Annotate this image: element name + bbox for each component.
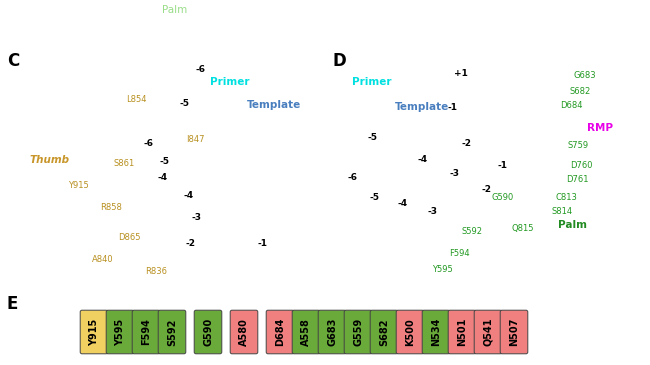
FancyBboxPatch shape [132,310,160,354]
Text: S861: S861 [113,158,135,168]
Text: A580: A580 [239,318,249,346]
FancyBboxPatch shape [370,310,398,354]
Text: Y595: Y595 [432,265,453,274]
Text: L854: L854 [126,95,146,104]
Text: Q541: Q541 [483,318,493,346]
Text: G590: G590 [492,193,514,203]
Text: D865: D865 [118,233,140,242]
Text: A558: A558 [301,318,311,346]
Text: S592: S592 [461,227,482,237]
Text: -5: -5 [370,193,380,203]
Text: -5: -5 [180,100,190,108]
Text: Q815: Q815 [511,223,534,233]
Text: -4: -4 [418,155,428,165]
Text: Template: Template [395,102,449,112]
Text: -1: -1 [257,239,267,249]
Text: Template: Template [247,100,301,110]
Text: R858: R858 [100,203,122,211]
Text: -2: -2 [462,138,472,147]
Text: D684: D684 [560,101,582,111]
Text: -5: -5 [160,158,170,166]
FancyBboxPatch shape [292,310,320,354]
Text: Y595: Y595 [115,318,125,346]
Text: N534: N534 [431,318,441,346]
Text: -3: -3 [192,212,202,222]
Text: D684: D684 [275,318,285,346]
FancyBboxPatch shape [422,310,450,354]
FancyBboxPatch shape [106,310,134,354]
Text: S682: S682 [379,318,389,346]
Text: S592: S592 [167,318,177,346]
Text: G559: G559 [353,318,363,346]
Text: RMP: RMP [587,123,613,133]
Text: -2: -2 [185,239,195,249]
Text: C: C [7,52,20,70]
FancyBboxPatch shape [318,310,346,354]
Text: S759: S759 [567,142,588,150]
Text: C813: C813 [556,192,578,201]
Text: I847: I847 [186,135,205,145]
FancyBboxPatch shape [500,310,528,354]
Text: F594: F594 [449,249,469,257]
Text: G683: G683 [574,72,597,81]
Text: -2: -2 [482,185,492,195]
Text: -3: -3 [427,207,437,215]
Text: Primer: Primer [352,77,391,87]
Text: -5: -5 [368,134,378,142]
Text: R836: R836 [145,268,167,277]
Text: D: D [333,52,346,70]
Text: A840: A840 [92,255,114,265]
Text: F594: F594 [141,319,151,345]
Text: Y915: Y915 [89,318,99,346]
Text: G683: G683 [327,318,337,346]
Text: S682: S682 [570,88,592,96]
FancyBboxPatch shape [230,310,258,354]
Text: S814: S814 [552,207,573,216]
Text: -1: -1 [497,161,507,169]
FancyBboxPatch shape [158,310,186,354]
Text: +1: +1 [454,69,468,77]
Text: -3: -3 [450,169,460,177]
Text: D761: D761 [566,176,588,184]
FancyBboxPatch shape [266,310,294,354]
Text: Palm: Palm [162,5,187,15]
FancyBboxPatch shape [474,310,502,354]
Text: N501: N501 [457,318,467,346]
FancyBboxPatch shape [80,310,108,354]
Text: -1: -1 [448,103,458,111]
Text: -6: -6 [348,173,358,182]
Text: Y915: Y915 [68,181,89,189]
Text: Thumb: Thumb [30,155,70,165]
FancyBboxPatch shape [194,310,222,354]
Text: G590: G590 [203,318,213,346]
Text: -6: -6 [143,138,153,147]
Text: Primer: Primer [210,77,250,87]
Text: N507: N507 [509,318,519,346]
Text: -4: -4 [183,192,193,200]
FancyBboxPatch shape [396,310,424,354]
Text: Palm: Palm [558,220,587,230]
Text: -6: -6 [196,65,206,74]
FancyBboxPatch shape [344,310,372,354]
FancyBboxPatch shape [448,310,476,354]
Text: -4: -4 [157,173,167,182]
Text: D760: D760 [570,161,593,169]
Text: -4: -4 [398,200,408,208]
Text: E: E [7,295,18,313]
Text: K500: K500 [405,318,415,346]
